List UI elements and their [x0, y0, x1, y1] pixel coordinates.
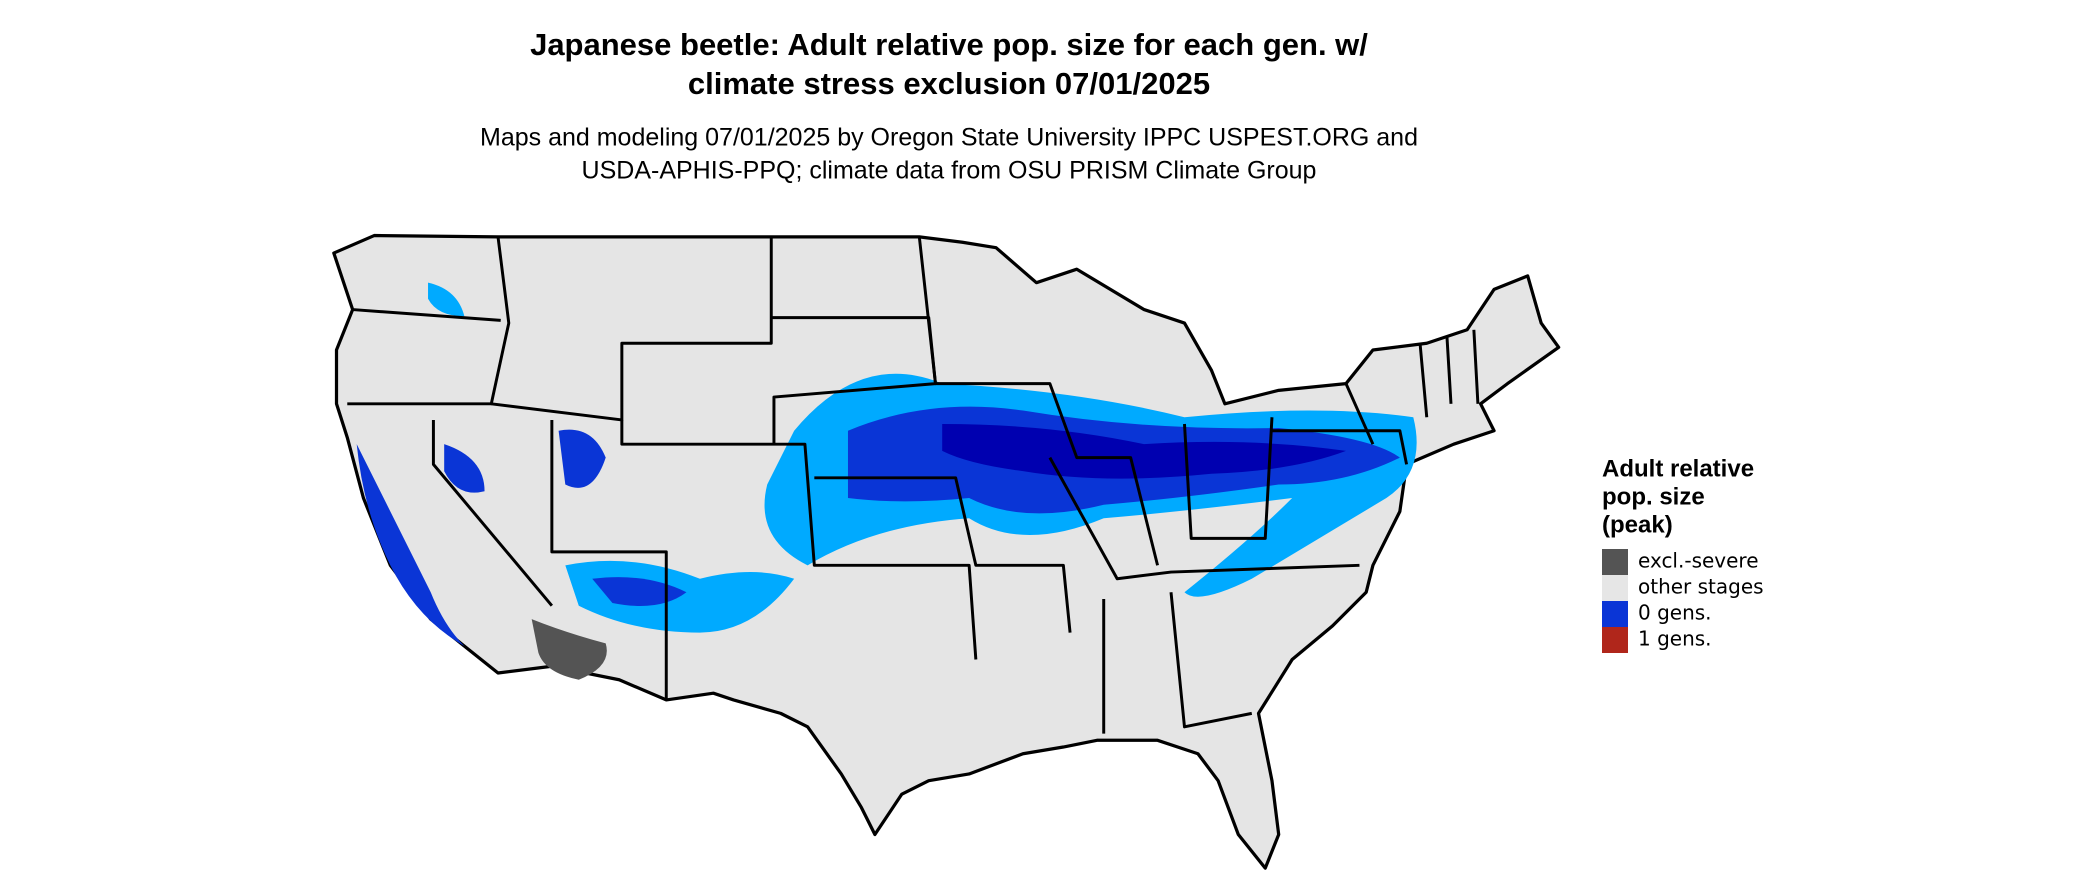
state-border	[1271, 383, 1409, 465]
legend-label: excl.-severe	[1638, 549, 1759, 573]
us-outline	[332, 233, 1561, 870]
zone-sw-dark	[592, 577, 687, 607]
legend-swatch	[1602, 627, 1628, 653]
legend-label: 1 gens.	[1638, 627, 1712, 651]
chart-subtitle: USDA-APHIS-PPQ; climate data from OSU PR…	[582, 157, 1317, 185]
state-border	[352, 308, 501, 322]
state-border	[550, 419, 668, 700]
chart-subtitle: Maps and modeling 07/01/2025 by Oregon S…	[480, 124, 1418, 152]
state-border	[431, 419, 553, 607]
zone-dark-blue	[942, 423, 1346, 479]
titles: Japanese beetle: Adult relative pop. siz…	[480, 27, 1418, 184]
legend-swatch	[1602, 601, 1628, 627]
state-border	[1183, 417, 1274, 540]
legend-title: pop. size	[1602, 483, 1705, 510]
state-border	[1418, 329, 1480, 418]
legend-title: Adult relative	[1602, 455, 1754, 482]
zone-nevada	[444, 444, 485, 493]
chart-title: climate stress exclusion 07/01/2025	[688, 66, 1210, 101]
state-border	[347, 236, 511, 406]
state-border	[620, 419, 978, 660]
state-border	[917, 236, 1159, 566]
zone-utah	[558, 429, 606, 488]
legend-label: other stages	[1638, 575, 1764, 599]
legend-label: 0 gens.	[1638, 601, 1712, 625]
legend-swatch	[1602, 575, 1628, 601]
population-zones	[356, 282, 1417, 680]
legend-title: (peak)	[1602, 511, 1673, 538]
state-border	[1048, 456, 1360, 581]
legend-swatch	[1602, 549, 1628, 575]
state-borders	[347, 236, 1480, 734]
zone-excluded	[531, 619, 607, 680]
state-border	[1102, 592, 1253, 734]
chart-title: Japanese beetle: Adult relative pop. siz…	[530, 27, 1368, 62]
state-border	[814, 476, 1072, 633]
us-map	[332, 233, 1561, 870]
state-border	[491, 236, 773, 422]
zone-wa	[428, 282, 465, 317]
